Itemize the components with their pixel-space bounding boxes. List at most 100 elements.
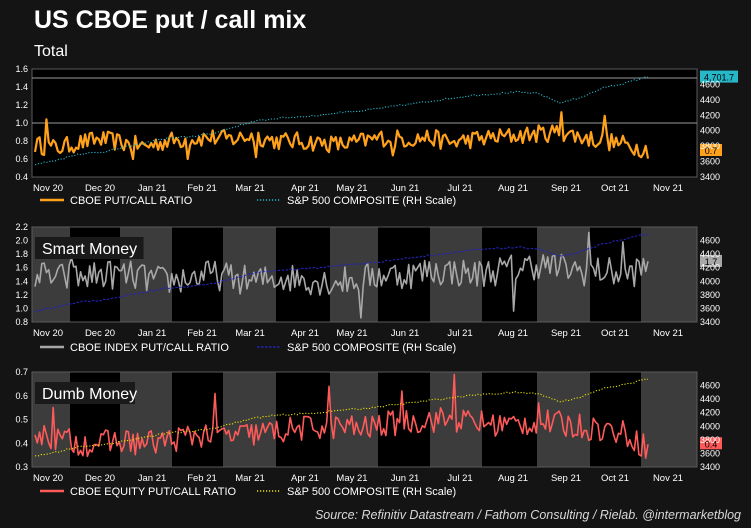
x-tick-label: Mar 21	[235, 328, 265, 339]
last-value-label: 0.7	[705, 146, 718, 156]
legend-entry: CBOE EQUITY PUT/CALL RATIO	[70, 486, 236, 498]
series-line-2	[34, 76, 649, 166]
x-tick-label: Feb 21	[187, 183, 217, 194]
x-tick-label: May 21	[336, 473, 367, 484]
x-tick-label: Feb 21	[187, 328, 217, 339]
x-tick-label: Aug 21	[498, 183, 528, 194]
series-line-1	[34, 231, 649, 319]
left-tick-label: 1.4	[15, 82, 28, 92]
left-tick-label: 0.4	[15, 172, 28, 182]
right-tick-label: 3400	[700, 317, 720, 327]
last-value-badge	[700, 437, 722, 450]
x-tick-label: Mar 21	[235, 183, 265, 194]
panel-label-box	[35, 382, 135, 404]
panel-label: Dumb Money	[42, 386, 137, 403]
left-tick-label: 1.2	[15, 290, 28, 300]
last-value-badge	[700, 144, 722, 156]
right-tick-label: 4400	[700, 95, 720, 105]
legend-entry: CBOE PUT/CALL RATIO	[70, 195, 193, 207]
series-line-1	[34, 373, 649, 459]
right-tick-label: 4600	[700, 381, 720, 391]
month-shade-band	[641, 372, 697, 467]
x-tick-label: Jan 21	[138, 183, 167, 194]
right-tick-label: 4000	[700, 421, 720, 431]
left-tick-label: 1.6	[15, 64, 28, 74]
x-tick-label: Oct 21	[601, 183, 629, 194]
x-tick-label: Nov 20	[33, 328, 63, 339]
x-tick-label: Dec 20	[85, 328, 115, 339]
right-tick-label: 3400	[700, 462, 720, 472]
right-tick-label: 3800	[700, 435, 720, 445]
left-tick-label: 0.5	[15, 415, 28, 425]
x-tick-label: Dec 20	[85, 473, 115, 484]
right-tick-label: 4600	[700, 79, 720, 89]
x-tick-label: Sep 21	[551, 328, 581, 339]
x-tick-label: May 21	[336, 183, 367, 194]
chart-panel-1	[31, 68, 738, 202]
x-tick-label: Jan 21	[138, 473, 167, 484]
left-tick-label: 1.2	[15, 100, 28, 110]
right-tick-label: 3600	[700, 157, 720, 167]
left-tick-label: 0.4	[15, 438, 28, 448]
series-line-1	[33, 111, 650, 161]
chart-title: US CBOE put / call mix	[34, 6, 307, 34]
month-shade-band	[330, 227, 378, 322]
x-tick-label: Nov 21	[653, 473, 683, 484]
x-tick-label: Dec 20	[85, 183, 115, 194]
x-tick-label: Jul 21	[447, 473, 472, 484]
left-tick-label: 0.7	[15, 367, 28, 377]
right-tick-label: 4400	[700, 249, 720, 259]
last-value-badge	[700, 254, 722, 267]
left-tick-label: 1.0	[15, 303, 28, 313]
x-tick-label: Nov 20	[33, 473, 63, 484]
x-tick-label: Jun 21	[391, 473, 420, 484]
series-line-2	[34, 233, 649, 312]
panel-label-box	[35, 237, 144, 259]
x-tick-label: May 21	[336, 328, 367, 339]
x-tick-label: Nov 20	[33, 183, 63, 194]
left-tick-label: 1.8	[15, 249, 28, 259]
month-shade-band	[641, 227, 697, 322]
left-tick-label: 0.8	[15, 136, 28, 146]
x-tick-label: Aug 21	[498, 473, 528, 484]
left-tick-label: 1.4	[15, 276, 28, 286]
x-tick-label: Apr 21	[291, 183, 319, 194]
x-tick-label: Oct 21	[601, 328, 629, 339]
legend-entry: S&P 500 COMPOSITE (RH Scale)	[287, 195, 456, 207]
right-tick-label: 4200	[700, 110, 720, 120]
x-tick-label: Jan 21	[138, 328, 167, 339]
right-tick-label: 3600	[700, 303, 720, 313]
chart-panel-2	[31, 226, 722, 349]
panel-label: Smart Money	[42, 241, 137, 258]
x-tick-label: Jun 21	[391, 328, 420, 339]
plot-frame	[31, 371, 698, 468]
chart-panel-3	[31, 371, 722, 493]
x-tick-label: Sep 21	[551, 473, 581, 484]
x-tick-label: Apr 21	[291, 473, 319, 484]
left-tick-label: 2.2	[15, 222, 28, 232]
left-tick-label: 1.0	[15, 118, 28, 128]
right-tick-label: 4000	[700, 276, 720, 286]
left-tick-label: 2.0	[15, 236, 28, 246]
month-shade-band	[537, 227, 590, 322]
right-tick-label: 4000	[700, 126, 720, 136]
source-note: Source: Refinitiv Datastream / Fathom Co…	[314, 508, 741, 522]
x-tick-label: Jul 21	[447, 328, 472, 339]
legend-entry: S&P 500 COMPOSITE (RH Scale)	[287, 486, 456, 498]
x-tick-label: Nov 21	[653, 183, 683, 194]
left-tick-label: 0.3	[15, 462, 28, 472]
plot-frame	[31, 226, 698, 323]
charts-canvas: 0.4 0.6 0.8 1.0 1.2 1.4 1.6 3400 3600 3800 4000 420…	[15, 64, 738, 498]
right-tick-label: 4200	[700, 263, 720, 273]
panel-subtitle-total: Total	[34, 43, 68, 60]
left-tick-label: 0.6	[15, 391, 28, 401]
legend-entry: CBOE INDEX PUT/CALL RATIO	[70, 342, 229, 354]
month-shade-band	[537, 372, 590, 467]
x-tick-label: Apr 21	[291, 328, 319, 339]
last-value-label: 0.4	[705, 439, 718, 449]
month-shade-band	[330, 372, 378, 467]
right-last-value-badge	[700, 70, 738, 83]
left-tick-label: 1.6	[15, 263, 28, 273]
right-last-value-label: 4,701.7	[704, 73, 734, 83]
x-tick-label: Jun 21	[391, 183, 420, 194]
